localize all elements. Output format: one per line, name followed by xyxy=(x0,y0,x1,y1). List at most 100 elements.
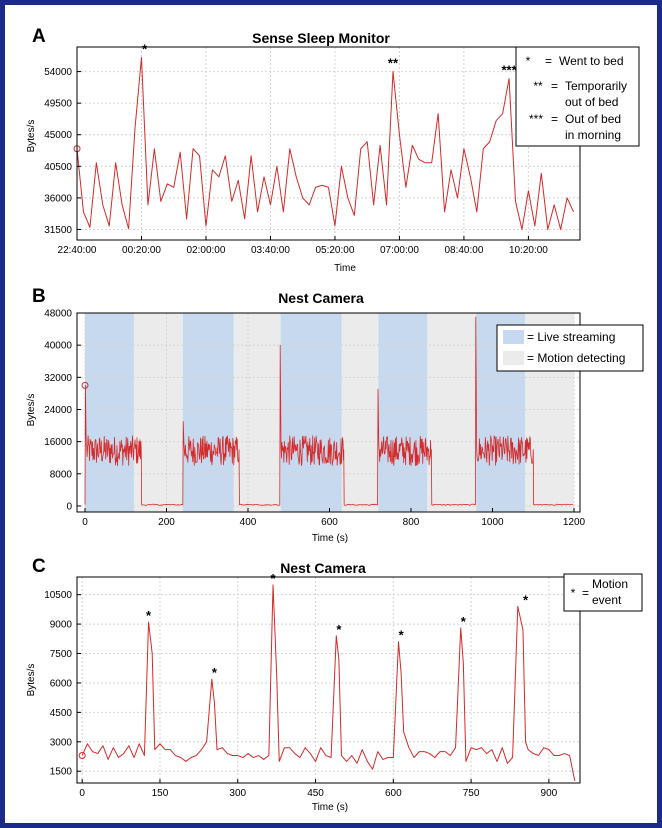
legend-a-eq-3: = xyxy=(551,112,558,126)
panel-a-series-line xyxy=(76,57,575,230)
panel-b-x-tick-label: 1000 xyxy=(481,517,504,528)
panel-c-x-tick-label: 600 xyxy=(385,788,402,799)
panel-b-y-tick-label: 32000 xyxy=(44,373,72,384)
panel-a-legend-box xyxy=(515,46,640,147)
panel-c-x-axis-label: Time (s) xyxy=(312,802,348,813)
panel-b-motion-detecting-band xyxy=(233,313,281,512)
panel-b-x-tick-label: 1200 xyxy=(563,517,586,528)
legend-b-label-motion: = Motion detecting xyxy=(527,351,625,365)
panel-a-y-tick-label: 36000 xyxy=(44,193,72,204)
panel-b-x-tick-label: 200 xyxy=(158,517,175,528)
panel-b: B Nest Camera 0 200 400 600 800 1000 1200 0 8000… xyxy=(26,286,644,544)
panel-b-plot-area: 0 200 400 600 800 1000 1200 0 8000 16000 24000 3200… xyxy=(44,309,585,529)
panel-b-y-tick-label: 40000 xyxy=(44,341,72,352)
panel-c-start-marker xyxy=(78,752,86,760)
panel-b-x-tick-label: 600 xyxy=(321,517,338,528)
panel-b-motion-detecting-band xyxy=(427,313,477,512)
panel-a-x-tick-label: 22:40:00 xyxy=(58,245,97,256)
panel-b-live-streaming-band xyxy=(85,313,134,512)
panel-c-y-tick-label: 9000 xyxy=(50,620,73,631)
legend-a-eq-1: = xyxy=(545,54,552,68)
panel-a-x-axis-label: Time xyxy=(334,263,356,274)
panel-c-legend: * = Motion event xyxy=(563,573,643,612)
panel-b-title: Nest Camera xyxy=(278,290,364,306)
panel-b-y-tick-label: 48000 xyxy=(44,309,72,320)
panel-letter-b: B xyxy=(32,286,46,307)
legend-b-swatch-live xyxy=(503,330,524,344)
panel-c-annotation: * xyxy=(336,622,342,637)
panel-c-x-tick-label: 0 xyxy=(79,788,85,799)
panel-b-motion-detecting-band xyxy=(133,313,183,512)
panel-a-x-tick-label: 03:40:00 xyxy=(251,245,290,256)
panel-letter-c: C xyxy=(32,556,46,577)
panel-c-annotation: * xyxy=(146,608,152,623)
panel-c-y-tick-label: 3000 xyxy=(50,737,73,748)
panel-a-annotation: * xyxy=(142,42,148,57)
panel-c-x-tick-label: 300 xyxy=(229,788,246,799)
legend-a-label-3a: Out of bed xyxy=(565,112,621,126)
panel-b-x-tick-label: 400 xyxy=(240,517,257,528)
panel-c-annotation: * xyxy=(523,592,529,607)
panel-c-legend-box xyxy=(563,573,643,612)
panel-c-annotation: * xyxy=(399,628,405,643)
panel-a-y-tick-label: 45000 xyxy=(44,130,72,141)
panel-b-motion-detecting-band xyxy=(341,313,379,512)
panel-c-y-tick-label: 4500 xyxy=(50,708,73,719)
legend-a-label-2a: Temporarily xyxy=(565,79,627,93)
panel-a-annotation: *** xyxy=(501,63,517,78)
panel-a-x-tick-label: 10:20:00 xyxy=(509,245,548,256)
panel-c-y-axis-label: Bytes/s xyxy=(26,664,37,697)
panel-b-axes-box xyxy=(76,312,581,513)
legend-a-symbol-3: *** xyxy=(529,112,543,126)
legend-b-swatch-motion xyxy=(503,351,524,365)
legend-a-label-2b: out of bed xyxy=(565,95,618,109)
panel-a: A Sense Sleep Monitor 22:40:00 00:20:00 02… xyxy=(26,26,640,274)
panel-letter-a: A xyxy=(32,26,46,47)
panel-a-x-tick-label: 00:20:00 xyxy=(122,245,161,256)
legend-c-eq: = xyxy=(582,586,589,600)
panel-c-y-tick-label: 10500 xyxy=(44,590,72,601)
legend-b-label-live: = Live streaming xyxy=(527,330,615,344)
panel-c-series-line xyxy=(81,584,576,782)
panel-a-y-tick-label: 54000 xyxy=(44,67,72,78)
panel-b-y-axis-label: Bytes/s xyxy=(26,394,37,427)
legend-a-label-1: Went to bed xyxy=(559,54,624,68)
legend-a-symbol-1: * xyxy=(526,54,531,68)
legend-c-symbol: * xyxy=(571,586,576,600)
panel-b-y-tick-label: 0 xyxy=(66,501,72,512)
panel-a-plot-area: 22:40:00 00:20:00 02:00:00 03:40:00 05:20:00… xyxy=(44,42,581,256)
panel-b-x-axis-label: Time (s) xyxy=(312,533,348,544)
panel-b-y-tick-label: 16000 xyxy=(44,437,72,448)
legend-a-eq-2: = xyxy=(551,79,558,93)
panel-c-annotation: * xyxy=(212,665,218,680)
panel-b-live-streaming-band xyxy=(182,313,234,512)
panel-a-legend: * = Went to bed ** = Temporarily out of … xyxy=(515,46,640,147)
panel-b-start-marker xyxy=(81,381,89,389)
panel-b-series-line xyxy=(84,316,574,506)
panel-c-annotation: * xyxy=(270,571,276,586)
panel-c-x-tick-label: 450 xyxy=(307,788,324,799)
panel-c-x-tick-label: 750 xyxy=(463,788,480,799)
panel-c-annotation: * xyxy=(461,614,467,629)
panel-c-title: Nest Camera xyxy=(280,560,366,576)
panel-a-x-tick-label: 08:40:00 xyxy=(444,245,483,256)
panel-c: C Nest Camera 0 150 300 450 600 750 900 1500 300… xyxy=(26,556,643,813)
panel-a-y-tick-label: 49500 xyxy=(44,99,72,110)
panel-c-y-tick-label: 6000 xyxy=(50,678,73,689)
panel-c-x-tick-label: 900 xyxy=(541,788,558,799)
panel-b-live-streaming-band xyxy=(280,313,342,512)
panel-c-x-tick-label: 150 xyxy=(152,788,169,799)
panel-c-axes-box xyxy=(76,576,581,784)
panel-a-annotation: ** xyxy=(388,56,399,71)
panel-b-legend: = Live streaming = Motion detecting xyxy=(496,324,644,372)
legend-c-label-b: event xyxy=(592,593,622,607)
panel-a-y-tick-label: 31500 xyxy=(44,225,72,236)
panel-b-live-streaming-band xyxy=(378,313,428,512)
legend-a-symbol-2: ** xyxy=(533,79,543,93)
panel-b-y-tick-label: 24000 xyxy=(44,405,72,416)
panel-a-x-tick-label: 07:00:00 xyxy=(380,245,419,256)
panel-c-y-tick-label: 1500 xyxy=(50,767,73,778)
legend-c-label-a: Motion xyxy=(592,577,628,591)
panel-a-title: Sense Sleep Monitor xyxy=(252,30,390,46)
